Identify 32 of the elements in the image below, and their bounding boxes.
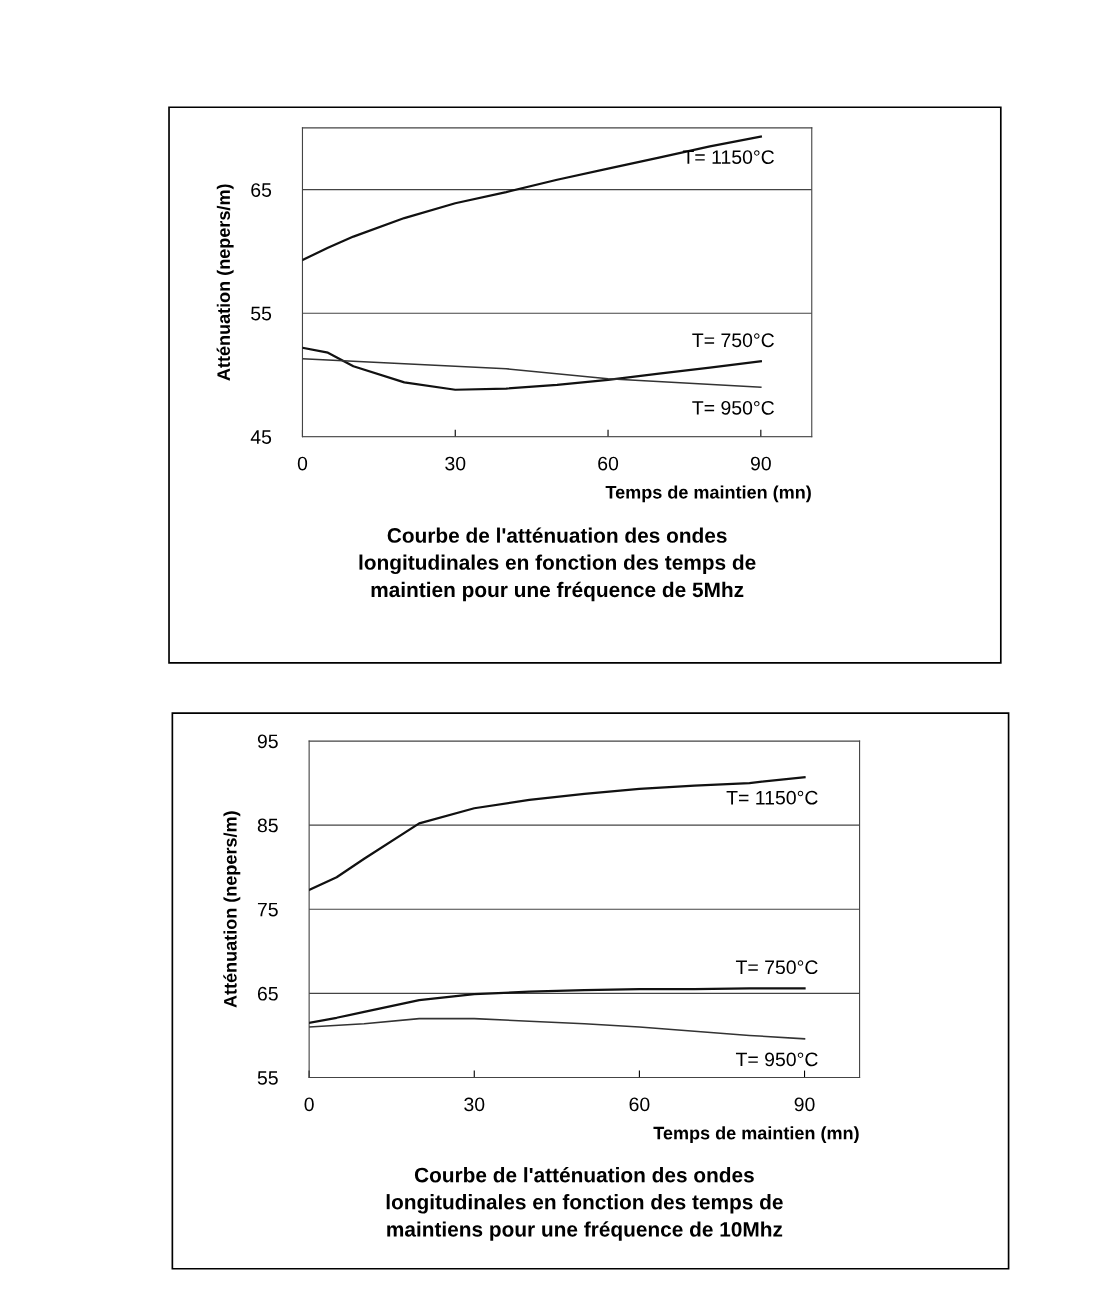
y-tick-label: 85 bbox=[257, 818, 278, 833]
line-series bbox=[309, 1017, 806, 1040]
series-label: T= 950°C bbox=[692, 400, 774, 415]
y-tick-label: 75 bbox=[257, 902, 278, 917]
x-tick-label: 60 bbox=[598, 456, 619, 471]
x-axis-title: Temps de maintien (mn) bbox=[605, 485, 811, 503]
y-axis-title: Atténuation (nepers/m) bbox=[223, 811, 241, 1008]
y-tick-label: 65 bbox=[257, 986, 278, 1001]
x-axis-title: Temps de maintien (mn) bbox=[653, 1126, 859, 1144]
x-tick-label: 30 bbox=[445, 456, 466, 471]
series-label: T= 1150°C bbox=[682, 150, 774, 164]
series-label: T= 750°C bbox=[735, 960, 818, 975]
line-series bbox=[309, 987, 806, 1024]
y-tick-label: 55 bbox=[257, 1071, 278, 1085]
series-label: T= 1150°C bbox=[726, 790, 818, 805]
x-tick-label: 30 bbox=[464, 1097, 485, 1112]
series-label: T= 750°C bbox=[692, 333, 774, 348]
x-tick-label: 90 bbox=[794, 1097, 815, 1112]
y-tick-label: 95 bbox=[257, 734, 278, 749]
x-tick-label: 60 bbox=[629, 1097, 650, 1112]
y-axis-title: Atténuation (nepers/m) bbox=[216, 184, 234, 381]
line-series bbox=[302, 358, 762, 389]
line-series bbox=[302, 346, 762, 391]
text: Courbe de l'atténuation des ondes longitudinales en fonction des temps de maintien pour une fréquence de 5Mhz bbox=[359, 527, 756, 602]
y-tick-label: 65 bbox=[251, 183, 272, 197]
y-tick-label: 45 bbox=[250, 430, 272, 444]
x-tick-label: 0 bbox=[297, 456, 308, 471]
series-label: T= 950°C bbox=[735, 1052, 818, 1067]
text: Courbe de l'atténuation des ondes longitudinales en fonction des temps de maintiens pour une fréquence de 10Mhz bbox=[386, 1166, 783, 1241]
x-tick-label: 0 bbox=[304, 1097, 314, 1112]
y-tick-label: 55 bbox=[251, 306, 272, 321]
x-tick-label: 90 bbox=[750, 456, 771, 471]
